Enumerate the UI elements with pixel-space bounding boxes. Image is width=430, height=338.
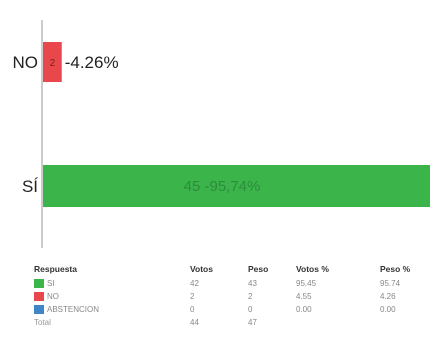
cell-peso: 2 (248, 292, 253, 301)
cell-peso: 43 (248, 279, 257, 288)
category-label-sí: SÍ (22, 177, 38, 196)
row-label: SI (47, 278, 55, 288)
cell-peso-pct: 95.74 (380, 279, 401, 288)
row-label: NO (47, 291, 59, 301)
results-table: Respuesta Votos Peso Votos % Peso % SI 42… (34, 262, 424, 329)
results-row: NO 2 2 4.55 4.26 (34, 290, 424, 303)
results-row: ABSTENCION 0 0 0.00 0.00 (34, 303, 424, 316)
header-peso: Peso (248, 263, 269, 274)
row-label-cell: NO (34, 290, 190, 303)
results-header-row: Respuesta Votos Peso Votos % Peso % (34, 262, 424, 277)
bars-layer: NO 2 -4.26% SÍ 45 -95,74% (13, 42, 430, 207)
header-respuesta: Respuesta (34, 263, 77, 274)
bar-count-label-no: 2 (50, 58, 56, 69)
bar-value-label-sí: 45 -95,74% (184, 178, 261, 195)
results-total-row: Total 44 47 (34, 316, 424, 329)
total-peso: 47 (248, 318, 257, 327)
cell-peso: 0 (248, 305, 253, 314)
total-label: Total (34, 318, 51, 327)
category-label-no: NO (13, 53, 39, 72)
total-votos: 44 (190, 318, 199, 327)
results-row: SI 42 43 95.45 95.74 (34, 277, 424, 290)
cell-peso-pct: 0.00 (380, 305, 396, 314)
bar-chart: NO 2 -4.26% SÍ 45 -95,74% (13, 20, 430, 248)
row-label: ABSTENCION (47, 304, 100, 314)
header-votos: Votos (190, 263, 213, 274)
header-votos-pct: Votos % (296, 263, 329, 274)
results-body: SI 42 43 95.45 95.74 NO 2 2 4.55 4.26 ABSTENCION 0 0… (34, 277, 424, 316)
row-label-cell: ABSTENCION (34, 303, 190, 316)
cell-votos-pct: 0.00 (296, 305, 312, 314)
cell-votos-pct: 4.55 (296, 292, 312, 301)
total-votos-pct (296, 316, 380, 329)
cell-votos: 0 (190, 305, 195, 314)
color-swatch (34, 305, 44, 315)
cell-votos: 42 (190, 279, 199, 288)
cell-votos: 2 (190, 292, 195, 301)
cell-votos-pct: 95.45 (296, 279, 317, 288)
bar-no (43, 42, 62, 82)
header-peso-pct: Peso % (380, 263, 411, 274)
row-label-cell: SI (34, 277, 190, 290)
cell-peso-pct: 4.26 (380, 292, 396, 301)
bar-value-label-no: -4.26% (65, 53, 119, 72)
bar-sí (43, 165, 430, 207)
color-swatch (34, 292, 44, 302)
total-peso-pct (380, 316, 424, 329)
color-swatch (34, 279, 44, 289)
